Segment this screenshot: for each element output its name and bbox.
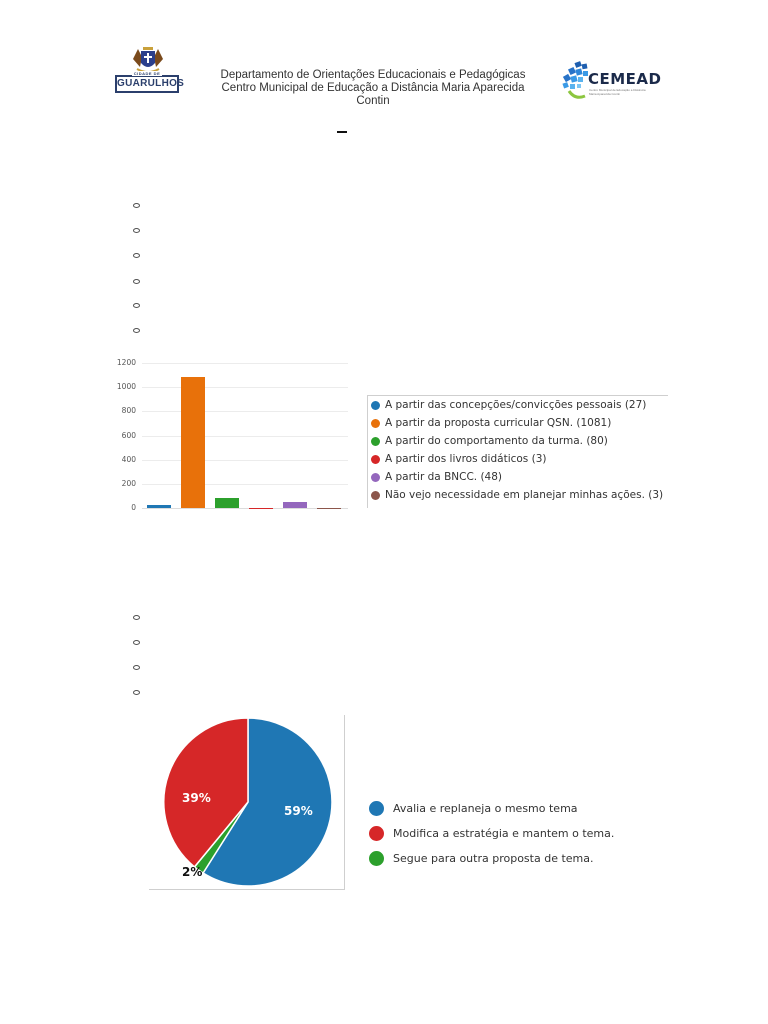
pie-label-39: 39% xyxy=(182,791,211,805)
bar-bncc xyxy=(283,502,307,508)
cemead-mosaic-icon xyxy=(562,61,588,99)
legend-item: A partir da proposta curricular QSN. (10… xyxy=(368,414,668,432)
q2-option-4-radio[interactable] xyxy=(133,690,140,695)
guarulhos-plate: CIDADE DE GUARULHOS xyxy=(115,71,185,93)
pie-slice-modifica xyxy=(163,717,249,868)
guarulhos-logo: CIDADE DE GUARULHOS xyxy=(113,45,185,97)
gridline xyxy=(142,436,348,437)
pie-label-2: 2% xyxy=(182,865,203,879)
header-line-2: Centro Municipal de Educação a Distância… xyxy=(221,82,525,94)
q2-option-2-radio[interactable] xyxy=(133,640,140,645)
y-tick-400: 400 xyxy=(121,455,136,464)
bar-concepcoes xyxy=(147,504,171,508)
gridline xyxy=(142,411,348,412)
pie-label-59: 59% xyxy=(284,804,313,818)
cemead-logo: CEMEAD Centro Municipal de Educação a Di… xyxy=(561,60,661,102)
y-tick-1200: 1200 xyxy=(116,358,136,367)
header-line-1: Departamento de Orientações Educacionais… xyxy=(220,69,526,81)
legend-dot-green-icon xyxy=(371,436,380,446)
logo-small-text: CIDADE DE xyxy=(132,71,162,76)
pie-svg xyxy=(163,717,333,887)
gridline xyxy=(142,484,348,485)
section-dash xyxy=(337,131,347,133)
legend-item: A partir do comportamento da turma. (80) xyxy=(368,432,668,450)
legend-label: A partir das concepções/convicções pesso… xyxy=(385,399,647,411)
legend-item: A partir das concepções/convicções pesso… xyxy=(368,396,668,414)
q1-option-3-radio[interactable] xyxy=(133,253,140,258)
legend-label: Modifica a estratégia e mantem o tema. xyxy=(393,827,615,840)
q1-option-1-radio[interactable] xyxy=(133,203,140,208)
legend-label: A partir do comportamento da turma. (80) xyxy=(385,435,608,447)
gridline xyxy=(142,460,348,461)
q1-option-2-radio[interactable] xyxy=(133,228,140,233)
header-title: Departamento de Orientações Educacionais… xyxy=(205,69,541,108)
legend-item: A partir da BNCC. (48) xyxy=(368,468,668,486)
gridline xyxy=(142,387,348,388)
legend-dot-orange-icon xyxy=(371,418,380,428)
legend-item: A partir dos livros didáticos (3) xyxy=(368,450,668,468)
y-tick-600: 600 xyxy=(121,431,136,440)
legend-label: A partir dos livros didáticos (3) xyxy=(385,453,547,465)
bar-chart-legend: A partir das concepções/convicções pesso… xyxy=(367,395,668,508)
legend-item: Não vejo necessidade em planejar minhas … xyxy=(368,486,668,504)
bar-comportamento xyxy=(215,498,239,508)
bar-proposta-qsn xyxy=(181,377,205,508)
legend-label: Avalia e replaneja o mesmo tema xyxy=(393,802,578,815)
legend-label: A partir da BNCC. (48) xyxy=(385,471,503,483)
legend-item: Segue para outra proposta de tema. xyxy=(369,846,614,871)
y-tick-0: 0 xyxy=(131,503,136,512)
cemead-subtitle: Centro Municipal de Educação a Distância… xyxy=(589,88,646,96)
pie-chart-legend: Avalia e replaneja o mesmo tema Modifica… xyxy=(369,796,614,871)
legend-item: Modifica a estratégia e mantem o tema. xyxy=(369,821,614,846)
y-tick-200: 200 xyxy=(121,479,136,488)
gridline xyxy=(142,363,348,364)
legend-dot-red-icon xyxy=(371,454,380,464)
legend-label: Não vejo necessidade em planejar minhas … xyxy=(385,489,664,501)
q1-option-6-radio[interactable] xyxy=(133,328,140,333)
y-tick-1000: 1000 xyxy=(116,382,136,391)
cemead-name: CEMEAD xyxy=(588,70,662,88)
legend-dot-blue-icon xyxy=(371,400,380,410)
legend-label: A partir da proposta curricular QSN. (10… xyxy=(385,417,612,429)
q1-option-5-radio[interactable] xyxy=(133,303,140,308)
logo-name: GUARULHOS xyxy=(117,78,185,89)
q1-option-4-radio[interactable] xyxy=(133,279,140,284)
legend-label: Segue para outra proposta de tema. xyxy=(393,852,594,865)
y-tick-800: 800 xyxy=(121,406,136,415)
header-line-3: Contin xyxy=(356,95,390,107)
pie-slice-avalia xyxy=(202,717,333,887)
legend-dot-blue-icon xyxy=(369,801,384,816)
q2-option-1-radio[interactable] xyxy=(133,615,140,620)
legend-dot-red-icon xyxy=(369,826,384,841)
legend-dot-green-icon xyxy=(369,851,384,866)
x-axis-baseline xyxy=(142,508,348,509)
q2-option-3-radio[interactable] xyxy=(133,665,140,670)
legend-item: Avalia e replaneja o mesmo tema xyxy=(369,796,614,821)
bar-plot-area xyxy=(142,363,348,508)
legend-dot-brown-icon xyxy=(371,490,380,500)
pie-chart: 59% 39% 2% xyxy=(149,715,345,890)
bar-chart: 1200 1000 800 600 400 200 0 xyxy=(112,355,352,515)
legend-dot-purple-icon xyxy=(371,472,380,482)
